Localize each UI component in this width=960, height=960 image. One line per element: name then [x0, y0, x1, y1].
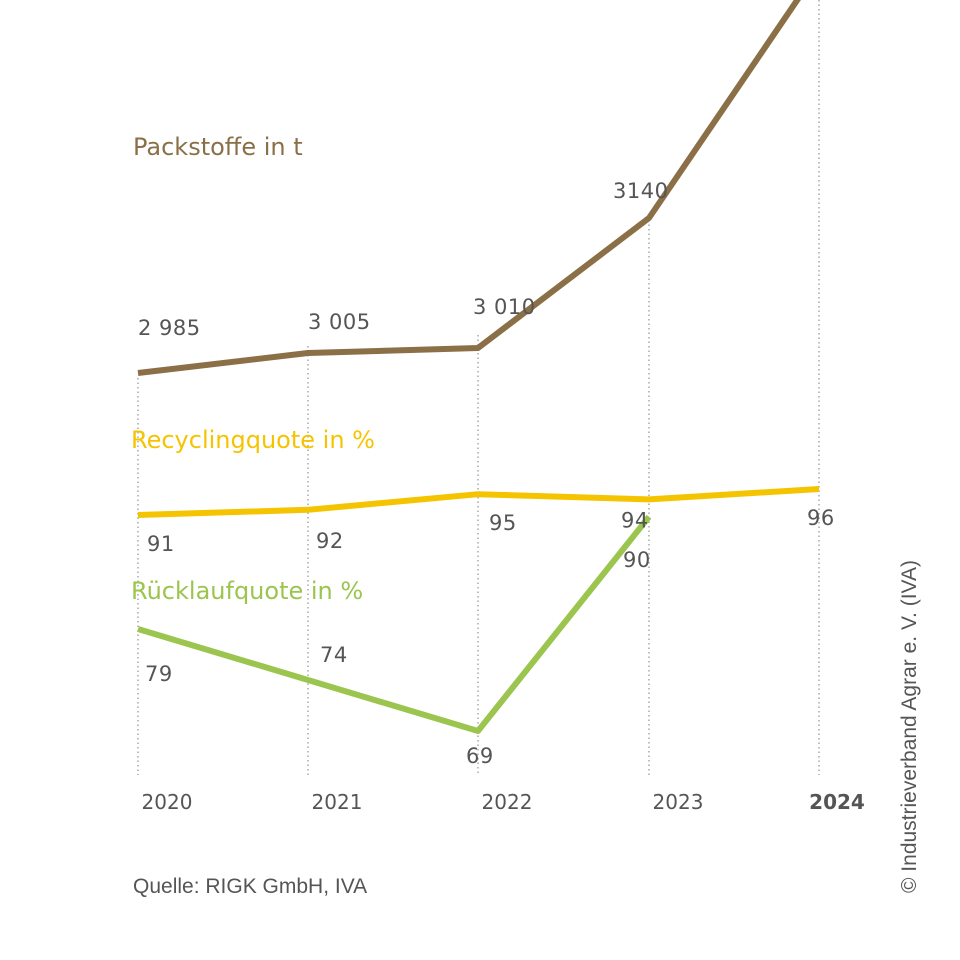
series-line-1	[137, 0, 801, 376]
copyright-credit: © Industrieverband Agrar e. V. (IVA)	[898, 560, 921, 893]
data-label-s2-2021: 92	[316, 529, 344, 553]
series-line-3	[137, 514, 652, 734]
data-label-s1-2022: 3 010	[473, 295, 536, 319]
data-label-s3-2022: 69	[466, 744, 494, 768]
data-label-s3-2020: 79	[145, 662, 173, 686]
data-label-s1-2020: 2 985	[138, 316, 201, 340]
series-names: Packstoffe in t Recyclingquote in % Rückla…	[131, 133, 375, 605]
x-tick-2023: 2023	[653, 790, 704, 814]
data-labels: 2 985 3 005 3 010 3140 91 92 95 94 96 79 74 69 90	[138, 179, 835, 768]
gridlines	[137, 0, 820, 775]
series-line-2	[137, 486, 820, 518]
source-note: Quelle: RIGK GmbH, IVA	[133, 875, 367, 898]
data-label-s3-2023: 90	[623, 548, 651, 572]
data-label-s2-2023: 94	[621, 508, 649, 532]
series-name-3: Rücklaufquote in %	[131, 577, 363, 605]
data-label-s2-2024: 96	[807, 506, 835, 530]
series-name-2: Recyclingquote in %	[131, 426, 375, 454]
data-label-s2-2020: 91	[147, 532, 175, 556]
series-name-1: Packstoffe in t	[133, 133, 303, 161]
data-label-s1-2023: 3140	[613, 179, 668, 203]
x-tick-2020: 2020	[142, 790, 193, 814]
x-tick-2022: 2022	[482, 790, 533, 814]
data-label-s3-2021: 74	[320, 643, 348, 667]
x-axis-ticks: 2020 2021 2022 2023 2024	[142, 790, 865, 814]
x-tick-2024: 2024	[809, 790, 865, 814]
x-tick-2021: 2021	[312, 790, 363, 814]
data-label-s2-2022: 95	[489, 511, 517, 535]
data-label-s1-2021: 3 005	[308, 310, 371, 334]
series-lines	[137, 0, 820, 734]
